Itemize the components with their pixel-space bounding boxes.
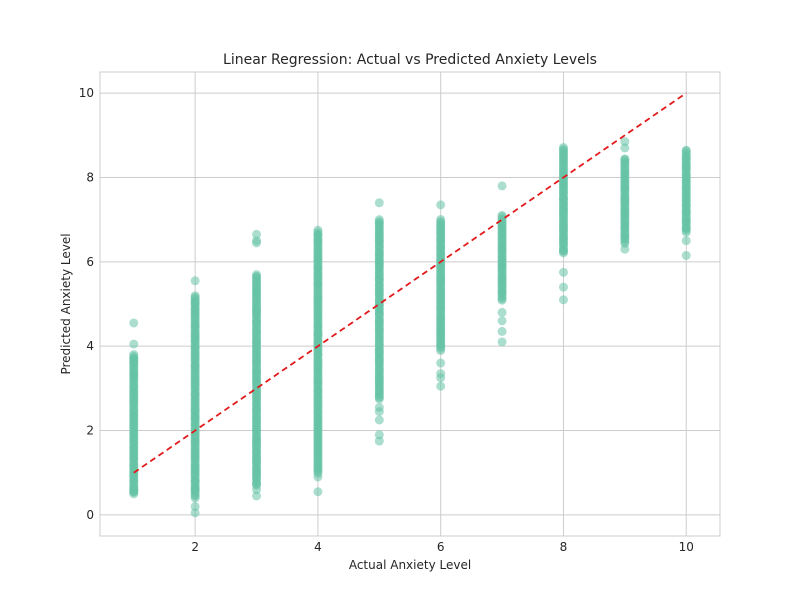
data-point (436, 381, 446, 391)
data-point (436, 214, 446, 224)
y-tick-label: 10 (79, 86, 94, 100)
data-point (558, 282, 568, 292)
data-point (497, 181, 507, 191)
data-point (374, 407, 384, 417)
x-axis-label: Actual Anxiety Level (349, 558, 471, 572)
data-point (558, 295, 568, 305)
data-point (374, 430, 384, 440)
reference-line (133, 92, 687, 474)
data-point (252, 229, 262, 239)
data-point (558, 142, 568, 152)
data-point (436, 358, 446, 368)
data-point (497, 326, 507, 336)
data-point (252, 491, 262, 501)
data-point (129, 339, 139, 349)
data-point (374, 436, 384, 446)
data-point (497, 337, 507, 347)
y-axis-label: Predicted Anxiety Level (59, 233, 73, 374)
y-tick-label: 6 (86, 255, 94, 269)
y-tick-label: 4 (86, 339, 94, 353)
data-point (620, 244, 630, 254)
data-point (374, 215, 384, 225)
data-point (190, 291, 200, 301)
data-point (374, 415, 384, 425)
x-tick-label: 10 (679, 540, 694, 554)
data-point (190, 493, 200, 503)
data-point (129, 318, 139, 328)
data-point (497, 307, 507, 317)
data-point (681, 145, 691, 155)
x-tick-label: 8 (560, 540, 568, 554)
y-tick-label: 8 (86, 170, 94, 184)
data-point (190, 276, 200, 286)
plot-area (99, 71, 721, 537)
data-point (313, 487, 323, 497)
data-point (436, 373, 446, 383)
data-point (681, 236, 691, 246)
data-point (252, 485, 262, 495)
x-tick-label: 6 (437, 540, 445, 554)
data-point (558, 267, 568, 277)
data-point (129, 354, 139, 364)
x-tick-label: 2 (191, 540, 199, 554)
data-point (620, 137, 630, 147)
y-tick-label: 0 (86, 508, 94, 522)
data-point (497, 210, 507, 220)
data-point (681, 250, 691, 260)
data-point (620, 154, 630, 164)
scatter-points (129, 137, 691, 518)
data-point (313, 225, 323, 235)
data-point (129, 487, 139, 497)
data-point (620, 143, 630, 153)
data-point (313, 472, 323, 482)
data-point (374, 198, 384, 208)
data-point (252, 238, 262, 248)
y-tick-label: 2 (86, 424, 94, 438)
data-point (497, 316, 507, 326)
data-point (436, 200, 446, 210)
x-tick-label: 4 (314, 540, 322, 554)
chart-title: Linear Regression: Actual vs Predicted A… (223, 52, 597, 68)
data-point (252, 270, 262, 280)
data-point (190, 508, 200, 518)
data-point (190, 501, 200, 511)
data-point (190, 485, 200, 495)
